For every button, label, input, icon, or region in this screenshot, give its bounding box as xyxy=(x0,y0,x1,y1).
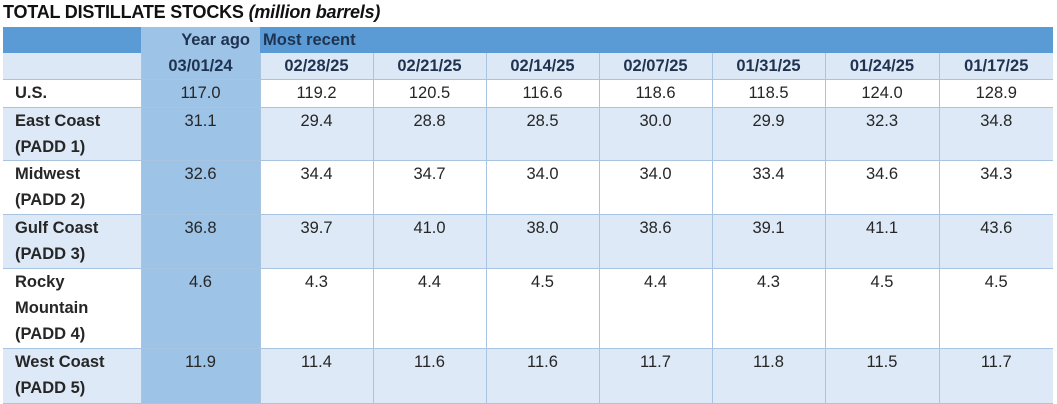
table-row: Rocky Mountain (PADD 4) 4.6 4.3 4.4 4.5 4.4 4.3 4… xyxy=(3,268,1054,349)
value-cell: 34.8 xyxy=(938,107,1054,161)
date-header: 02/14/25 xyxy=(485,53,599,80)
value-cell: 39.7 xyxy=(259,214,373,269)
value-cell: 4.3 xyxy=(711,268,825,349)
value-cell: 30.0 xyxy=(598,107,712,161)
date-header: 02/07/25 xyxy=(598,53,712,80)
table-title: TOTAL DISTILLATE STOCKS (million barrels… xyxy=(3,2,380,23)
value-cell: 32.3 xyxy=(824,107,939,161)
value-cell: 28.5 xyxy=(485,107,599,161)
value-cell: 11.7 xyxy=(938,348,1054,404)
value-cell: 38.6 xyxy=(598,214,712,269)
table-row: Gulf Coast (PADD 3) 36.8 39.7 41.0 38.0 38.6 39… xyxy=(3,214,1054,269)
header-row-groups: Year ago Most recent xyxy=(3,27,1054,53)
value-cell: 33.4 xyxy=(711,160,825,215)
date-header: 03/01/24 xyxy=(140,53,260,80)
value-cell: 4.4 xyxy=(598,268,712,349)
date-header: 01/24/25 xyxy=(824,53,939,80)
value-cell: 4.5 xyxy=(824,268,939,349)
value-cell: 29.4 xyxy=(259,107,373,161)
table-row: East Coast (PADD 1) 31.1 29.4 28.8 28.5 30.0 29… xyxy=(3,107,1054,161)
row-label-line: (PADD 4) xyxy=(15,325,86,343)
value-cell: 36.8 xyxy=(140,214,260,269)
value-cell: 43.6 xyxy=(938,214,1054,269)
value-cell: 34.0 xyxy=(485,160,599,215)
value-cell: 41.0 xyxy=(372,214,486,269)
row-label: U.S. xyxy=(3,79,141,108)
row-label: Midwest (PADD 2) xyxy=(3,160,141,215)
row-label: East Coast (PADD 1) xyxy=(3,107,141,161)
value-cell: 11.9 xyxy=(140,348,260,404)
row-label: Gulf Coast (PADD 3) xyxy=(3,214,141,269)
value-cell: 120.5 xyxy=(372,79,486,108)
value-cell: 116.6 xyxy=(485,79,599,108)
value-cell: 4.6 xyxy=(140,268,260,349)
value-cell: 34.3 xyxy=(938,160,1054,215)
table-row: U.S. 117.0 119.2 120.5 116.6 118.6 118.5 124.0 1… xyxy=(3,79,1054,108)
header-blank xyxy=(3,27,141,53)
table-row: West Coast (PADD 5) 11.9 11.4 11.6 11.6 11.7 11… xyxy=(3,348,1054,404)
value-cell: 28.8 xyxy=(372,107,486,161)
row-label-line: Midwest xyxy=(15,165,81,183)
row-label-line: (PADD 5) xyxy=(15,379,86,397)
value-cell: 124.0 xyxy=(824,79,939,108)
title-main: TOTAL DISTILLATE STOCKS xyxy=(3,2,244,22)
header-row-dates: 03/01/24 02/28/25 02/21/25 02/14/25 02/07/25… xyxy=(3,53,1054,80)
value-cell: 11.8 xyxy=(711,348,825,404)
header-blank-2 xyxy=(3,53,141,80)
value-cell: 41.1 xyxy=(824,214,939,269)
row-label-line: U.S. xyxy=(15,84,48,102)
value-cell: 31.1 xyxy=(140,107,260,161)
header-most-recent: Most recent xyxy=(260,27,1054,53)
row-label-line: (PADD 1) xyxy=(15,138,86,156)
row-label-line: West Coast xyxy=(15,353,105,371)
distillate-stocks-table: Year ago Most recent 03/01/24 02/28/25 02/… xyxy=(3,27,1054,404)
title-unit: (million barrels) xyxy=(248,2,381,22)
date-header: 01/17/25 xyxy=(938,53,1054,80)
value-cell: 11.6 xyxy=(372,348,486,404)
value-cell: 32.6 xyxy=(140,160,260,215)
value-cell: 38.0 xyxy=(485,214,599,269)
value-cell: 11.5 xyxy=(824,348,939,404)
row-label-line: Mountain xyxy=(15,299,89,317)
value-cell: 4.4 xyxy=(372,268,486,349)
value-cell: 39.1 xyxy=(711,214,825,269)
value-cell: 4.5 xyxy=(485,268,599,349)
date-header: 01/31/25 xyxy=(711,53,825,80)
date-header: 02/21/25 xyxy=(372,53,486,80)
table-row: Midwest (PADD 2) 32.6 34.4 34.7 34.0 34.0 33.4 3… xyxy=(3,160,1054,215)
value-cell: 34.4 xyxy=(259,160,373,215)
value-cell: 34.0 xyxy=(598,160,712,215)
row-label-line: Gulf Coast xyxy=(15,219,99,237)
row-label-line: Rocky xyxy=(15,273,65,291)
value-cell: 34.6 xyxy=(824,160,939,215)
row-label-line: East Coast xyxy=(15,112,101,130)
value-cell: 117.0 xyxy=(140,79,260,108)
value-cell: 4.5 xyxy=(938,268,1054,349)
value-cell: 11.6 xyxy=(485,348,599,404)
value-cell: 118.5 xyxy=(711,79,825,108)
value-cell: 118.6 xyxy=(598,79,712,108)
value-cell: 11.7 xyxy=(598,348,712,404)
row-label-line: (PADD 2) xyxy=(15,191,86,209)
row-label-line: (PADD 3) xyxy=(15,245,86,263)
value-cell: 119.2 xyxy=(259,79,373,108)
row-label: Rocky Mountain (PADD 4) xyxy=(3,268,141,349)
row-label: West Coast (PADD 5) xyxy=(3,348,141,404)
value-cell: 34.7 xyxy=(372,160,486,215)
value-cell: 4.3 xyxy=(259,268,373,349)
value-cell: 29.9 xyxy=(711,107,825,161)
header-year-ago: Year ago xyxy=(141,27,260,53)
value-cell: 128.9 xyxy=(938,79,1054,108)
date-header: 02/28/25 xyxy=(259,53,373,80)
value-cell: 11.4 xyxy=(259,348,373,404)
